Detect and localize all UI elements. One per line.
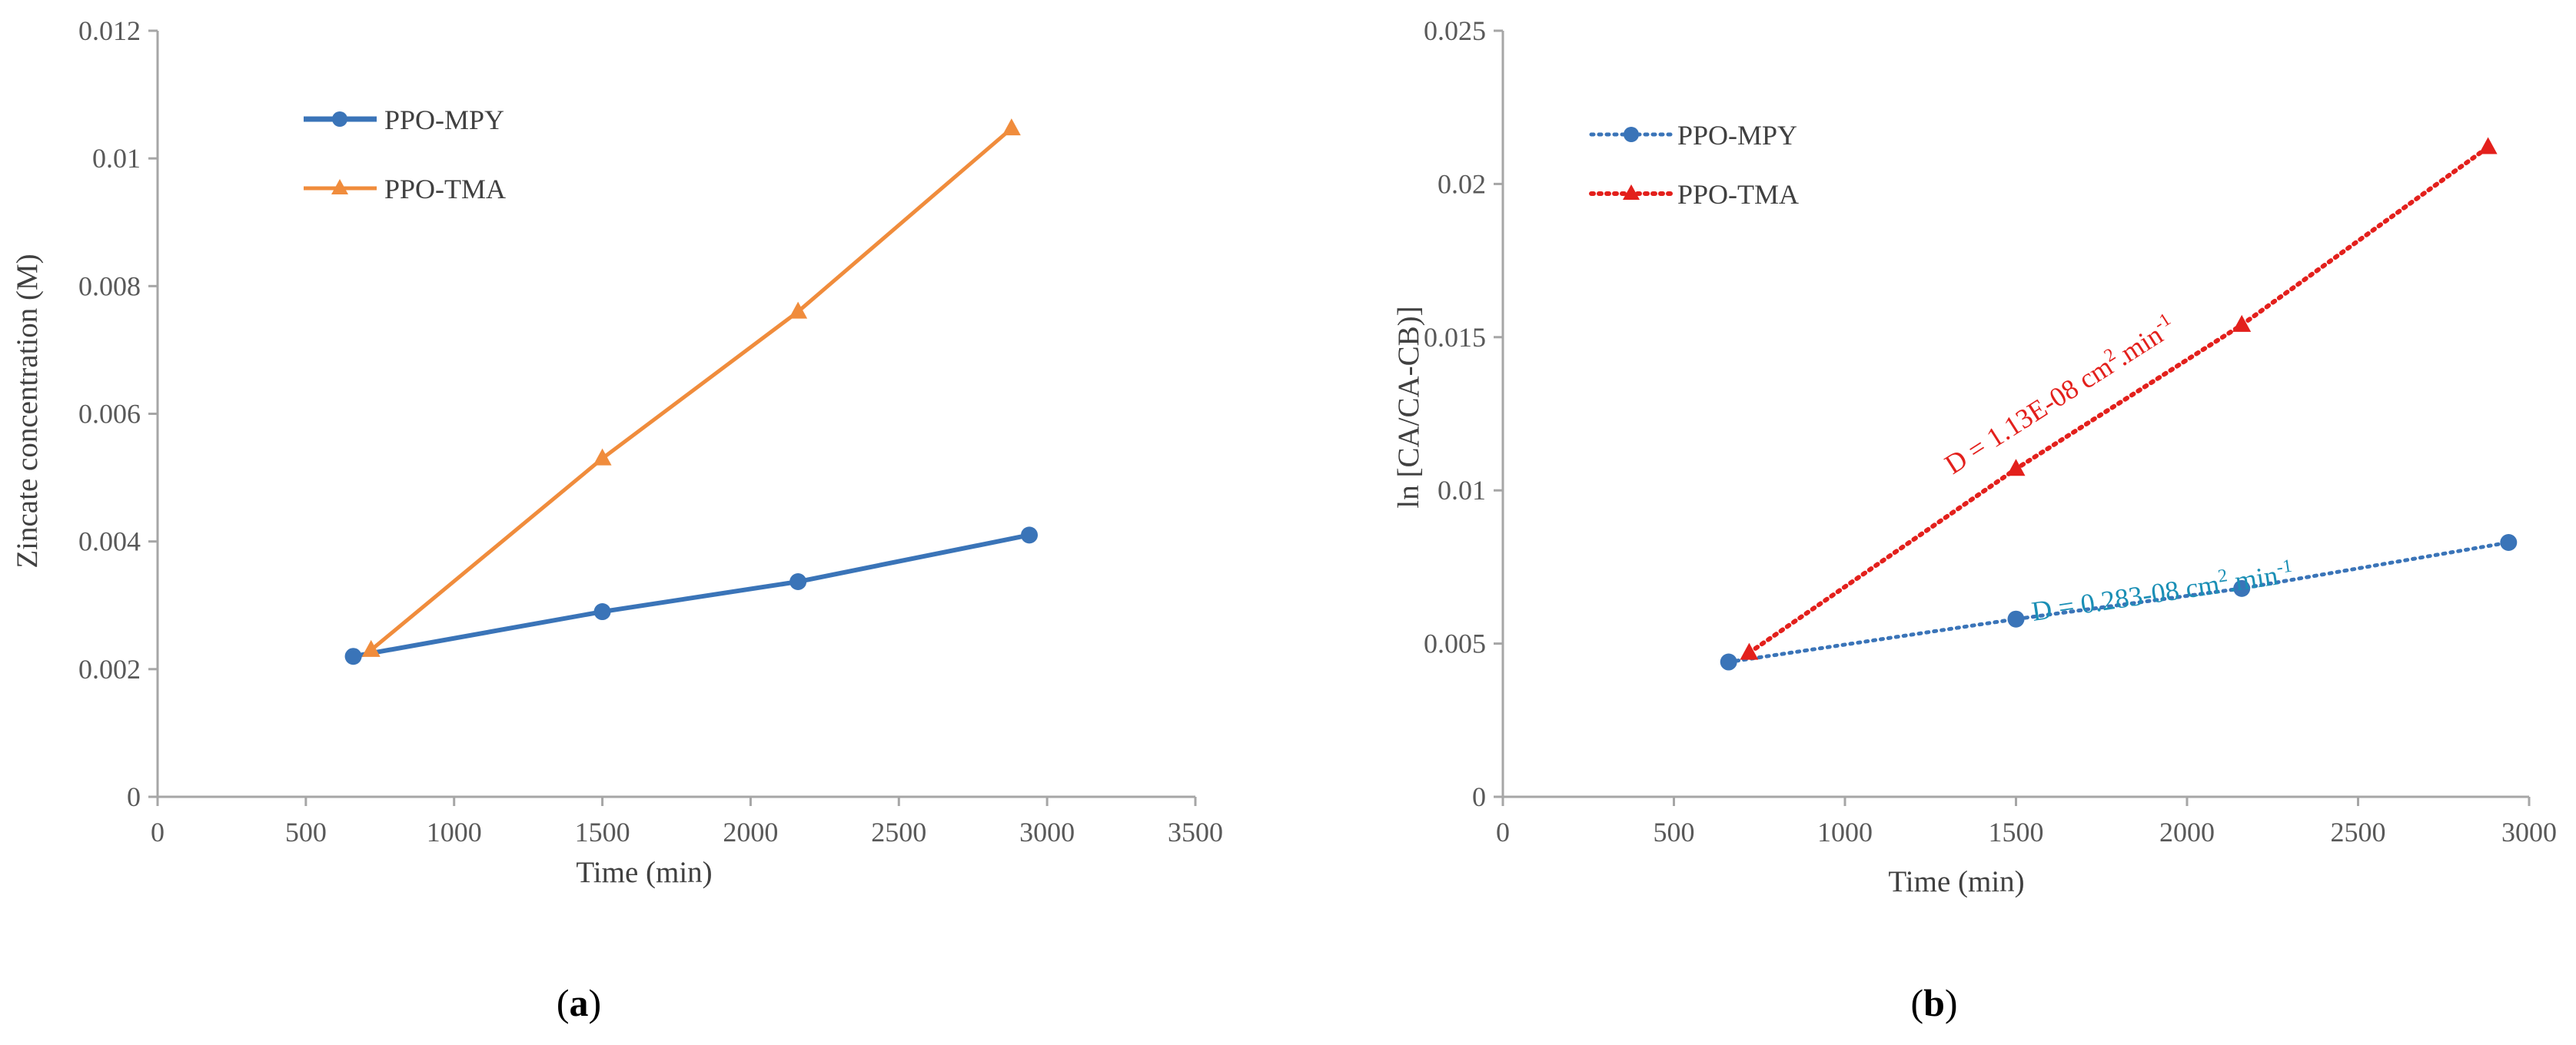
chart-panel-a: 0 500 1000 1500 2000 2500 3000 3500 0 0.002 0.004 0… <box>11 15 1223 1024</box>
y-tick-label-b: 0.005 <box>1424 629 1486 659</box>
series-line-a-ppo-tma <box>370 127 1013 652</box>
y-axis-title-b: ln [CA/CA-CB)] <box>1392 306 1425 508</box>
x-tick-label-a: 2000 <box>723 817 778 848</box>
x-tick-label-a: 3500 <box>1168 817 1223 848</box>
legend-a-marker-mpy <box>332 111 347 127</box>
chart-b-axes: 0 500 1000 1500 2000 2500 3000 0 0.005 0.01 0.015 0… <box>1424 15 2557 848</box>
x-tick-label-a: 0 <box>151 817 165 848</box>
data-point-a-ppo-mpy <box>344 648 362 665</box>
y-tick-label-b: 0 <box>1472 781 1486 812</box>
legend-b: PPO-MPY PPO-TMA <box>1589 120 1799 210</box>
data-point-b-ppo-tma <box>2006 459 2026 476</box>
x-tick-label-b: 3000 <box>2501 817 2557 848</box>
y-tick-label-a: 0.012 <box>78 15 141 46</box>
y-tick-label-a: 0.01 <box>92 143 141 174</box>
data-point-a-ppo-tma <box>1002 118 1021 136</box>
legend-b-label-tma: PPO-TMA <box>1677 179 1799 210</box>
x-tick-label-b: 2000 <box>2159 817 2215 848</box>
y-tick-label-b: 0.02 <box>1438 168 1486 199</box>
chart-b-series <box>1727 144 2511 665</box>
x-tick-label-b: 1500 <box>1989 817 2044 848</box>
y-tick-label-b: 0.025 <box>1424 15 1486 46</box>
x-tick-label-b: 2500 <box>2331 817 2386 848</box>
x-axis-title-a: Time (min) <box>576 856 712 889</box>
legend-b-label-mpy: PPO-MPY <box>1677 120 1797 151</box>
y-tick-label-a: 0.002 <box>78 654 141 685</box>
x-tick-label-b: 500 <box>1654 817 1695 848</box>
data-point-a-ppo-mpy <box>593 603 611 621</box>
data-point-a-ppo-tma <box>361 639 381 657</box>
legend-a-marker-tma <box>331 179 348 194</box>
panel-label-a: (a) <box>557 981 601 1024</box>
data-point-b-ppo-mpy <box>2007 610 2025 628</box>
y-tick-label-a: 0.006 <box>78 399 141 430</box>
legend-a-label-tma: PPO-TMA <box>384 174 506 204</box>
annotation-mpy-diffusion: D = 0.283-08 cm2.min-1 <box>2029 556 2295 627</box>
chart-a-axes: 0 500 1000 1500 2000 2500 3000 3500 0 0.002 0.004 0… <box>78 15 1223 848</box>
x-tick-label-a: 1000 <box>427 817 482 848</box>
data-point-b-ppo-tma <box>1740 642 1759 660</box>
legend-b-marker-tma <box>1623 184 1640 200</box>
data-point-b-ppo-mpy <box>2500 533 2518 551</box>
panel-label-b: (b) <box>1910 981 1957 1024</box>
x-tick-label-a: 2500 <box>871 817 926 848</box>
data-point-a-ppo-mpy <box>1021 526 1038 544</box>
y-tick-label-b: 0.015 <box>1424 322 1486 353</box>
data-point-b-ppo-mpy <box>2233 579 2251 597</box>
series-line-b-ppo-mpy <box>1727 540 2511 665</box>
x-axis-title-b: Time (min) <box>1888 865 2024 898</box>
y-axis-title-a: Zincate concentration (M) <box>11 254 44 568</box>
x-tick-label-b: 1000 <box>1817 817 1873 848</box>
data-point-a-ppo-tma <box>593 448 612 466</box>
x-tick-label-b: 0 <box>1496 817 1510 848</box>
chart-a-markers <box>344 118 1038 665</box>
data-point-b-ppo-tma <box>2232 314 2252 332</box>
series-line-b-ppo-tma <box>1747 144 2491 655</box>
legend-a-label-mpy: PPO-MPY <box>384 104 504 135</box>
data-point-b-ppo-mpy <box>1720 653 1737 671</box>
data-point-a-ppo-tma <box>789 301 808 319</box>
chart-panel-b: 0 500 1000 1500 2000 2500 3000 0 0.005 0.01 0.015 0… <box>1392 15 2557 1024</box>
series-line-a-ppo-mpy <box>353 532 1030 659</box>
x-tick-label-a: 500 <box>285 817 327 848</box>
data-point-b-ppo-tma <box>2478 137 2498 154</box>
y-tick-label-a: 0.004 <box>78 526 141 557</box>
data-point-a-ppo-mpy <box>789 573 807 591</box>
y-tick-label-b: 0.01 <box>1438 475 1486 506</box>
x-tick-label-a: 3000 <box>1019 817 1075 848</box>
chart-a-series <box>353 127 1030 659</box>
annotation-tma-diffusion: D = 1.13E-08 cm2.min-1 <box>1939 310 2181 480</box>
legend-b-marker-mpy <box>1624 127 1639 142</box>
legend-a: PPO-MPY PPO-TMA <box>304 104 506 204</box>
y-tick-label-a: 0.008 <box>78 270 141 301</box>
y-tick-label-a: 0 <box>127 781 141 812</box>
x-tick-label-a: 1500 <box>575 817 630 848</box>
chart-b-markers <box>1720 137 2518 671</box>
